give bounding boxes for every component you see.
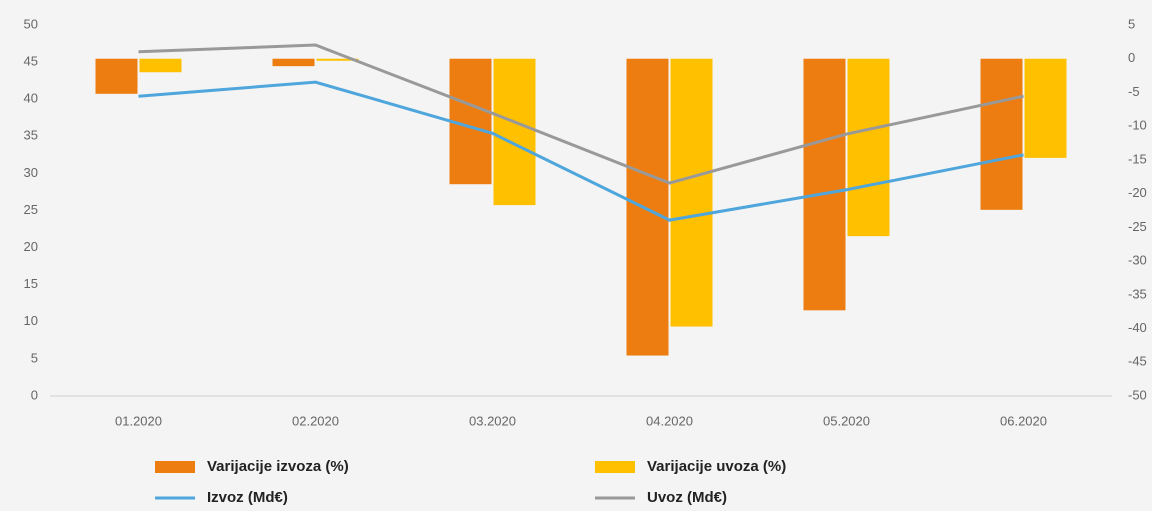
legend-label: Uvoz (Md€) <box>647 489 727 506</box>
y2-tick-label: -35 <box>1128 286 1147 301</box>
y-tick-label: 50 <box>24 16 38 31</box>
y2-tick-label: -40 <box>1128 320 1147 335</box>
legend-label: Izvoz (Md€) <box>207 489 288 506</box>
y-tick-label: 45 <box>24 54 38 69</box>
legend-label: Varijacije izvoza (%) <box>207 458 349 475</box>
x-tick-label: 02.2020 <box>292 413 339 428</box>
y-tick-label: 20 <box>24 239 38 254</box>
bar <box>980 58 1023 210</box>
x-tick-label: 04.2020 <box>646 413 693 428</box>
y-tick-label: 30 <box>24 165 38 180</box>
bar <box>670 58 713 327</box>
legend-swatch <box>155 461 195 473</box>
y2-tick-label: -5 <box>1128 84 1140 99</box>
y-tick-label: 15 <box>24 276 38 291</box>
bar <box>95 58 138 94</box>
bar <box>272 58 315 67</box>
line <box>138 43 1024 185</box>
y-tick-label: 10 <box>24 313 38 328</box>
legend-swatch <box>595 461 635 473</box>
y2-tick-label: 5 <box>1128 16 1135 31</box>
y-tick-label: 25 <box>24 202 38 217</box>
y2-tick-label: -10 <box>1128 118 1147 133</box>
x-tick-label: 01.2020 <box>115 413 162 428</box>
bar <box>493 58 536 206</box>
y-tick-label: 5 <box>31 350 38 365</box>
y2-tick-label: -25 <box>1128 219 1147 234</box>
x-tick-label: 03.2020 <box>469 413 516 428</box>
y2-tick-label: -15 <box>1128 151 1147 166</box>
y2-tick-label: -20 <box>1128 185 1147 200</box>
legend-label: Varijacije uvoza (%) <box>647 458 786 475</box>
y2-tick-label: -30 <box>1128 253 1147 268</box>
bar <box>1024 58 1067 158</box>
y2-tick-label: -45 <box>1128 354 1147 369</box>
y-tick-label: 40 <box>24 91 38 106</box>
y2-tick-label: -50 <box>1128 387 1147 402</box>
bar <box>316 58 359 61</box>
y-tick-label: 0 <box>31 387 38 402</box>
line <box>138 80 1024 222</box>
y-tick-label: 35 <box>24 128 38 143</box>
y2-tick-label: 0 <box>1128 50 1135 65</box>
bar <box>803 58 846 311</box>
bar <box>139 58 182 73</box>
bar <box>626 58 669 356</box>
x-tick-label: 06.2020 <box>1000 413 1047 428</box>
x-tick-label: 05.2020 <box>823 413 870 428</box>
bar <box>847 58 890 237</box>
